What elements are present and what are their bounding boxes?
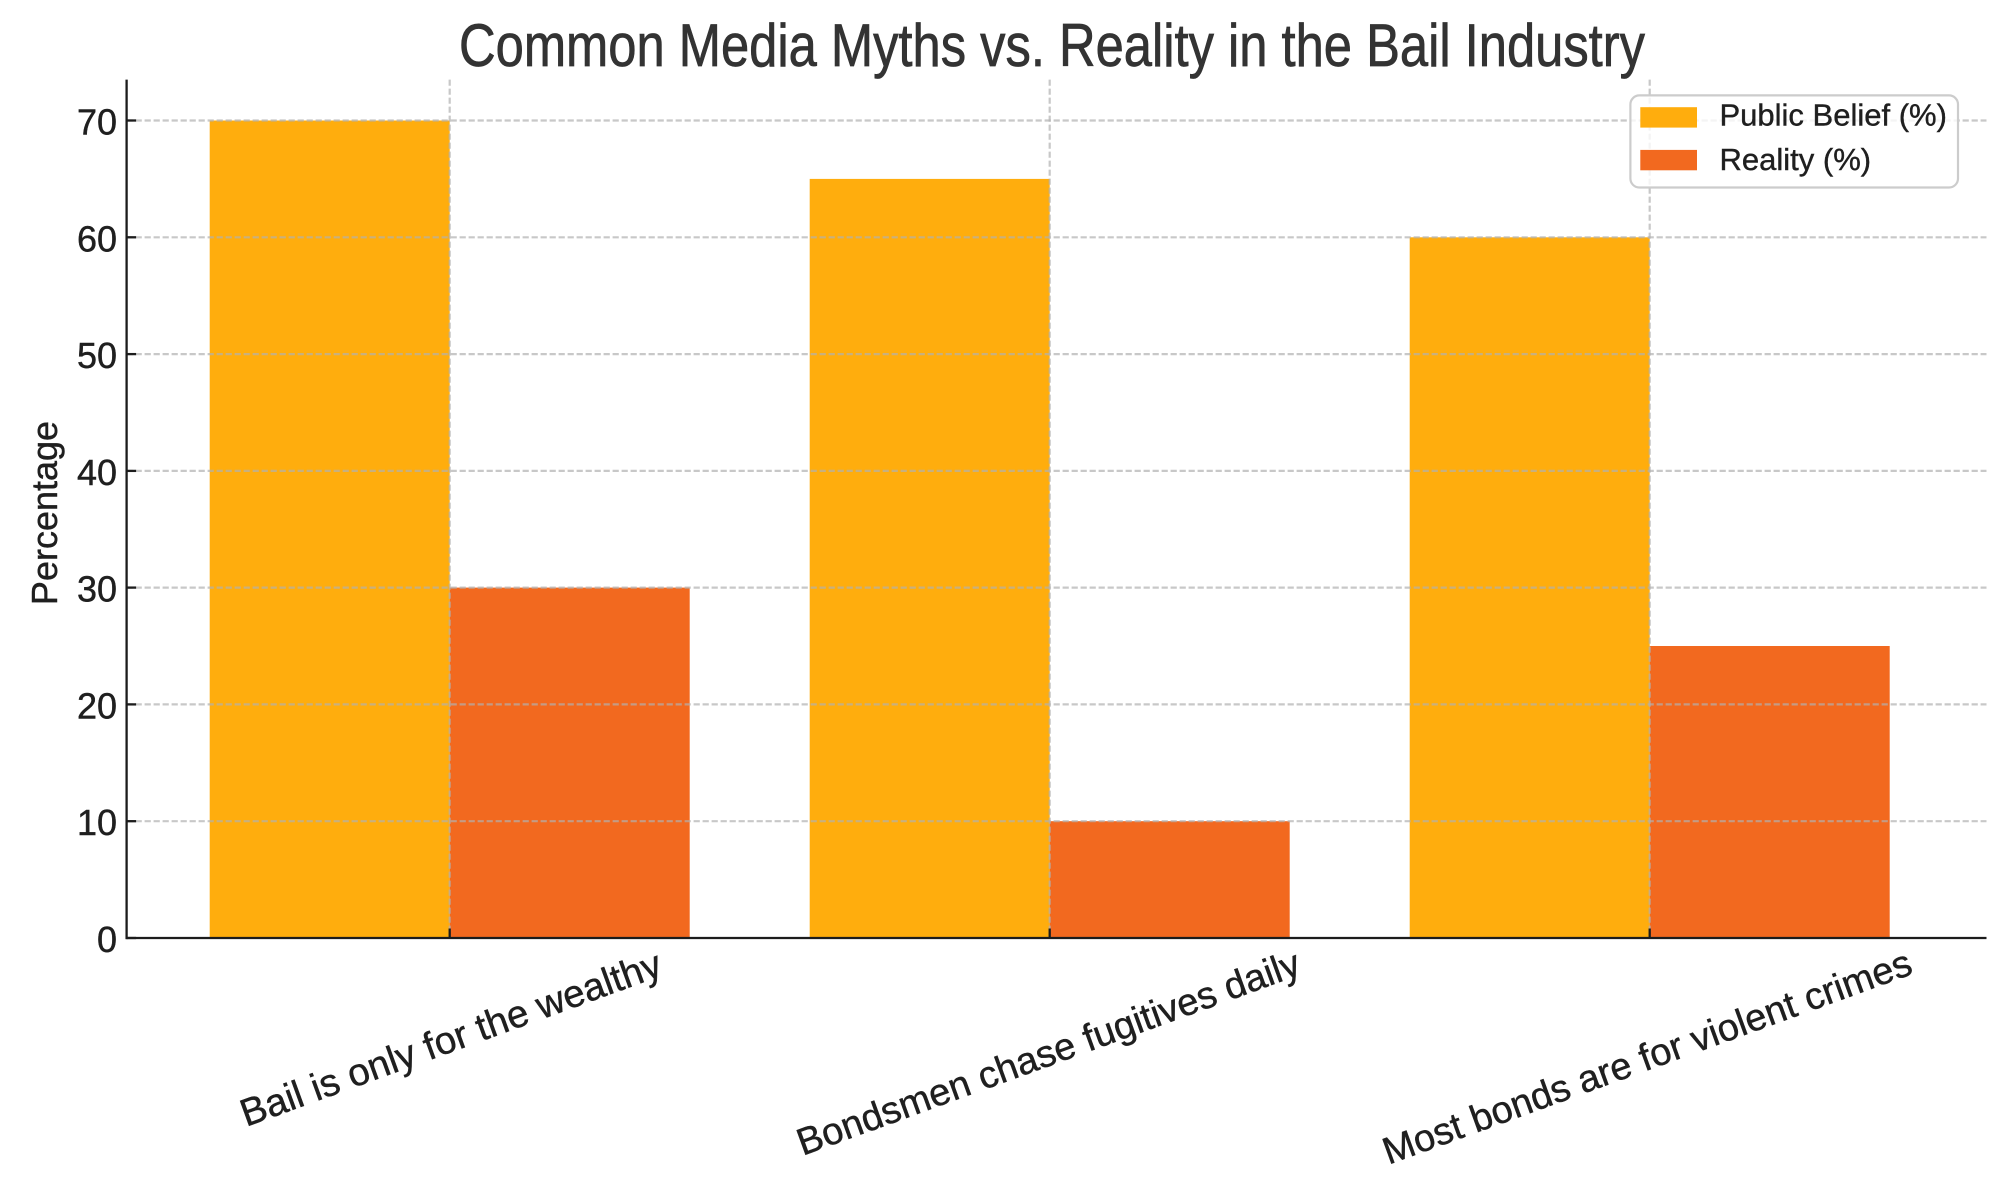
svg-text:Percentage: Percentage [24,421,65,605]
svg-text:60: 60 [77,218,117,259]
svg-text:40: 40 [77,452,117,493]
svg-text:Common Media Myths vs. Reality: Common Media Myths vs. Reality in the Ba… [459,12,1645,79]
svg-text:0: 0 [97,919,117,960]
svg-text:20: 20 [77,685,117,726]
svg-text:10: 10 [77,802,117,843]
svg-text:Reality (%): Reality (%) [1720,142,1872,177]
svg-text:70: 70 [77,102,117,143]
svg-text:Public Belief (%): Public Belief (%) [1720,98,1947,133]
svg-text:50: 50 [77,335,117,376]
svg-text:30: 30 [77,569,117,610]
